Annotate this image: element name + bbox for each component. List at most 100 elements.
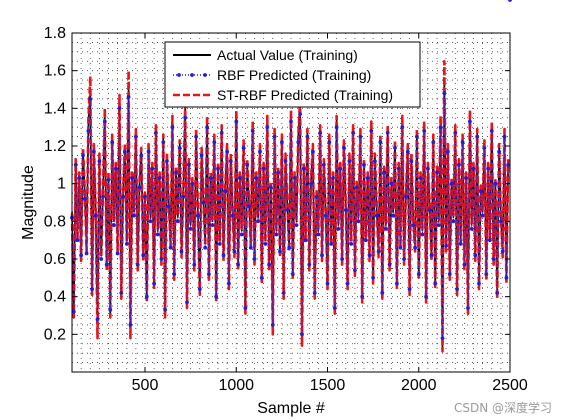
series-point-1 — [115, 251, 120, 256]
series-point-1 — [219, 130, 224, 135]
series-point-1 — [500, 249, 505, 254]
series-point-1 — [294, 223, 299, 228]
legend-marker-1 — [177, 73, 181, 77]
series-point-1 — [161, 140, 166, 145]
series-point-1 — [449, 181, 454, 186]
series-point-1 — [488, 238, 492, 243]
series-point-1 — [141, 253, 146, 258]
series-point-1 — [165, 159, 169, 164]
series-point-1 — [495, 291, 500, 295]
series-point-1 — [343, 208, 348, 212]
series-point-1 — [84, 251, 89, 256]
series-point-1 — [227, 281, 231, 286]
series-point-1 — [73, 162, 78, 167]
series-point-1 — [287, 245, 292, 250]
series-point-1 — [433, 281, 438, 286]
series-point-1 — [194, 134, 199, 139]
series-point-1 — [208, 176, 213, 180]
series-point-1 — [391, 213, 396, 218]
series-point-1 — [283, 159, 288, 164]
series-point-1 — [110, 140, 115, 145]
x-tick-label: 500 — [132, 377, 159, 394]
y-axis-label: Magnitude — [20, 165, 37, 240]
series-point-1 — [250, 129, 255, 133]
series-point-1 — [396, 166, 401, 171]
series-point-1 — [303, 238, 308, 243]
y-tick-label: 1.2 — [44, 138, 66, 155]
x-tick-label: 1500 — [310, 377, 346, 394]
series-point-1 — [230, 213, 235, 218]
series-point-1 — [402, 257, 406, 261]
series-point-1 — [113, 166, 118, 171]
series-point-1 — [285, 208, 290, 212]
series-point-1 — [464, 176, 469, 180]
series-point-1 — [316, 232, 321, 237]
series-point-1 — [376, 249, 381, 254]
series-point-1 — [186, 162, 191, 167]
series-point-1 — [278, 249, 282, 254]
series-point-1 — [480, 213, 485, 218]
series-point-1 — [436, 223, 441, 228]
y-tick-label: 0.2 — [44, 326, 66, 343]
series-point-1 — [314, 194, 319, 199]
series-point-1 — [239, 232, 244, 237]
legend: Actual Value (Training) RBF Predicted (Tr… — [164, 41, 421, 108]
series-point-1 — [336, 227, 341, 231]
y-tick-label: 0.8 — [44, 213, 66, 230]
series-point-1 — [373, 159, 377, 164]
series-point-1 — [378, 140, 383, 145]
series-point-1 — [265, 125, 270, 130]
series-point-1 — [101, 194, 105, 199]
series-point-1 — [478, 189, 483, 194]
series-point-1 — [166, 204, 171, 209]
legend-marker-1 — [203, 73, 207, 77]
series-point-1 — [460, 140, 465, 145]
x-tick-label: 2500 — [492, 377, 528, 394]
plot-frame — [71, 32, 511, 373]
x-tick-label: 1000 — [218, 377, 254, 394]
series-point-1 — [203, 245, 208, 250]
series-point-1 — [323, 213, 328, 218]
series-point-1 — [331, 176, 335, 180]
series-point-1 — [199, 153, 204, 158]
series-point-1 — [400, 125, 405, 130]
series-point-1 — [263, 242, 268, 246]
y-tick-label: 1 — [57, 176, 66, 193]
series-point-1 — [247, 204, 251, 209]
series-point-1 — [276, 170, 281, 175]
series-point-1 — [360, 294, 365, 299]
series-point-1 — [309, 181, 313, 186]
series-point-1 — [491, 257, 496, 261]
series-point-1 — [362, 162, 366, 167]
series-point-1 — [322, 162, 326, 167]
series-point-1 — [340, 257, 344, 261]
series-point-1 — [280, 140, 284, 145]
series-point-1 — [254, 176, 259, 180]
series-point-1 — [369, 129, 374, 133]
series-point-1 — [405, 149, 410, 154]
series-point-1 — [508, 0, 512, 2]
series-point-1 — [342, 146, 346, 150]
series-point-1 — [205, 125, 210, 130]
series-point-1 — [137, 185, 142, 190]
series-point-1 — [86, 129, 91, 133]
series-point-1 — [455, 287, 459, 291]
series-point-1 — [484, 272, 489, 276]
series-point-1 — [210, 223, 215, 228]
series-point-1 — [185, 300, 189, 305]
series-point-1 — [181, 194, 186, 199]
series-point-1 — [228, 159, 233, 164]
series-point-1 — [407, 287, 412, 291]
series-point-1 — [385, 130, 390, 135]
series-point-1 — [261, 166, 266, 171]
series-point-1 — [466, 306, 470, 310]
series-point-1 — [75, 238, 80, 243]
series-point-1 — [398, 245, 403, 250]
series-point-1 — [157, 176, 162, 180]
series-point-1 — [305, 134, 310, 139]
series-point-1 — [363, 238, 368, 243]
series-point-1 — [259, 275, 264, 280]
ticks: 500 1000 1500 2000 2500 0.2 0.4 0.6 0.8 1 1.2 1.4 1.… — [44, 25, 528, 394]
legend-label-2: ST-RBF Predicted (Training) — [217, 87, 393, 103]
series-point-1 — [358, 134, 363, 139]
